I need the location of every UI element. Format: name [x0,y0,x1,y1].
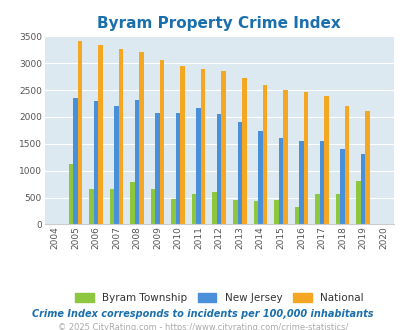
Bar [241,78,246,224]
Bar [196,108,200,224]
Bar [200,69,205,224]
Bar [339,149,344,224]
Bar [212,192,216,224]
Bar [364,111,369,224]
Title: Byram Property Crime Index: Byram Property Crime Index [97,16,340,31]
Bar [151,189,155,224]
Bar [94,101,98,224]
Bar [319,141,324,224]
Bar [344,106,348,224]
Bar [324,96,328,224]
Bar [180,66,185,224]
Bar [278,138,282,224]
Bar [73,98,77,224]
Bar [335,194,339,224]
Bar [294,207,298,224]
Bar [139,52,143,224]
Bar [237,122,241,224]
Bar [77,41,82,224]
Bar [134,100,139,224]
Bar [171,199,175,224]
Bar [98,45,102,224]
Bar [303,92,307,224]
Bar [360,154,364,224]
Bar [282,90,287,224]
Bar [216,114,221,224]
Bar [160,60,164,224]
Bar [155,113,160,224]
Bar [298,141,303,224]
Bar [68,164,73,224]
Bar [262,85,266,224]
Bar [221,71,226,224]
Bar [109,189,114,224]
Bar [273,200,278,224]
Text: Crime Index corresponds to incidents per 100,000 inhabitants: Crime Index corresponds to incidents per… [32,309,373,318]
Bar [114,106,119,224]
Text: © 2025 CityRating.com - https://www.cityrating.com/crime-statistics/: © 2025 CityRating.com - https://www.city… [58,323,347,330]
Bar [355,182,360,224]
Bar [314,194,319,224]
Bar [130,182,134,224]
Bar [119,49,123,224]
Bar [192,194,196,224]
Bar [175,113,180,224]
Bar [253,201,258,224]
Legend: Byram Township, New Jersey, National: Byram Township, New Jersey, National [72,290,366,306]
Bar [232,200,237,224]
Bar [258,131,262,224]
Bar [89,189,94,224]
